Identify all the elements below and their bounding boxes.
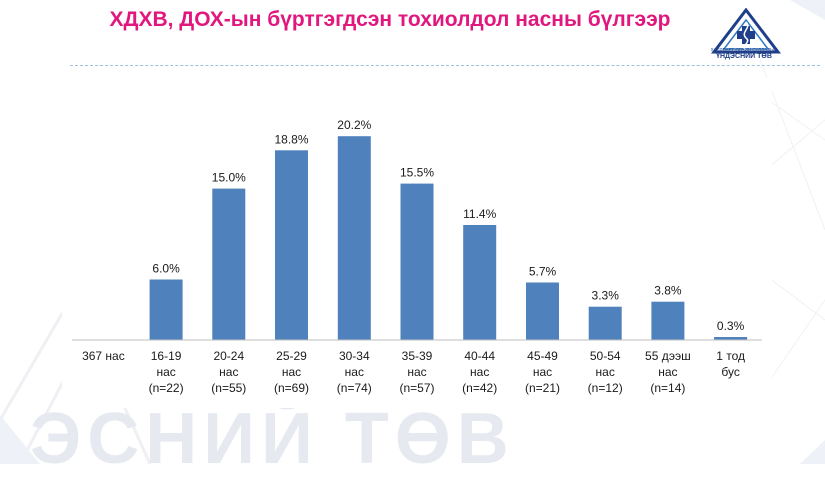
data-label-9: 3.8% <box>654 284 682 298</box>
tick-label-8: 50-54 нас (n=12) <box>588 349 623 395</box>
tick-label-4: 30-34 нас (n=74) <box>337 349 372 395</box>
tick-label-5: 35-39 нас (n=57) <box>399 349 434 395</box>
bar-3 <box>275 150 308 340</box>
bar-1 <box>149 279 183 340</box>
data-label-7: 5.7% <box>529 265 557 279</box>
tick-label-7: 45-49 нас (n=21) <box>525 349 560 395</box>
chart-panel: 367 нас 6.0% 16-19 нас (n=22) 15.0% 20-24 нас (n… <box>62 78 772 408</box>
slide-title: ХДХВ, ДОХ-ын бүртгэгдсэн тохиолдол насны… <box>109 8 671 31</box>
tick-label-6: 40-44 нас (n=42) <box>462 349 497 395</box>
tick-label-10: 1 тод бус <box>716 349 745 379</box>
tick-label-3: 25-29 нас (n=69) <box>274 349 309 395</box>
logo-name: ҮНДЭСНИЙ ТӨВ <box>716 53 772 60</box>
data-label-4: 20.2% <box>337 118 371 132</box>
bar-6 <box>463 225 497 340</box>
tick-label-9: 55 дээш нас (n=14) <box>645 349 691 395</box>
bar-10 <box>714 337 748 340</box>
bar-8 <box>588 306 622 340</box>
data-label-10: 0.3% <box>717 319 745 333</box>
logo-org-line: ХАЛДВАРТ ӨВЧИН СУДЛАЛЫН <box>710 47 778 52</box>
watermark-text: ЭСНИЙ ТӨВ <box>30 399 515 479</box>
age-group-bar-chart: 367 нас 6.0% 16-19 нас (n=22) 15.0% 20-24 нас (n… <box>72 118 762 395</box>
bar-5 <box>400 183 434 340</box>
data-label-6: 11.4% <box>463 207 496 221</box>
data-label-8: 3.3% <box>592 289 620 303</box>
data-label-5: 15.5% <box>400 166 434 180</box>
medical-emblem-icon <box>710 8 782 54</box>
bar-2 <box>212 188 246 340</box>
data-label-2: 15.0% <box>212 171 246 185</box>
bar-9 <box>651 301 685 340</box>
data-label-1: 6.0% <box>152 262 180 276</box>
title-divider <box>70 65 820 66</box>
tick-label-1: 16-19 нас (n=22) <box>149 349 184 395</box>
bar-4 <box>337 136 371 340</box>
bar-7 <box>526 282 559 340</box>
data-label-3: 18.8% <box>274 132 308 146</box>
tick-label-0: 367 нас <box>82 349 125 363</box>
tick-label-2: 20-24 нас (n=55) <box>211 349 246 395</box>
